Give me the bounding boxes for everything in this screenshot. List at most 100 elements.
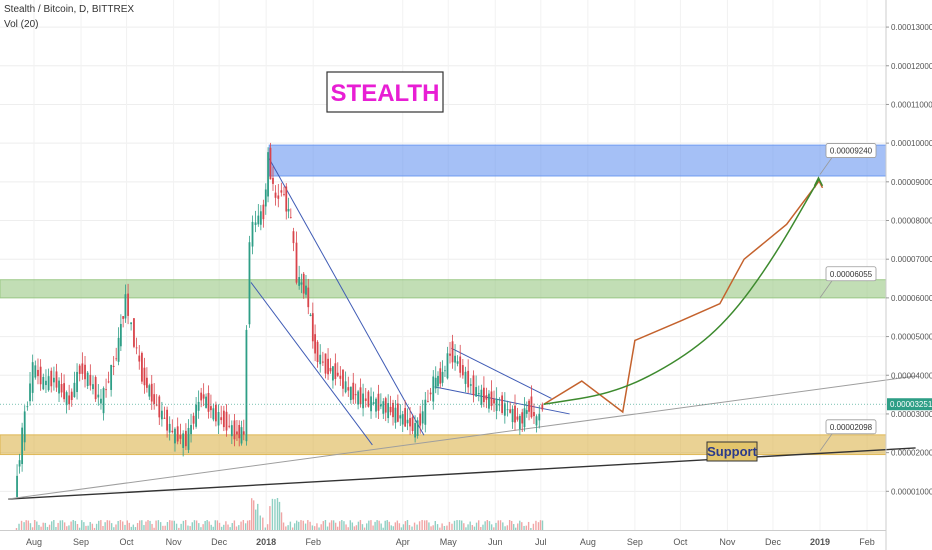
candle-body <box>467 370 470 388</box>
callout-box <box>825 266 877 282</box>
candle-body <box>459 356 462 373</box>
candle-body <box>107 381 110 383</box>
volume-bar <box>480 526 482 530</box>
volume-bar <box>106 520 109 530</box>
volume-bar <box>499 520 502 530</box>
volume-bar <box>309 521 311 530</box>
candle-body <box>55 371 58 388</box>
candle-body <box>316 341 319 363</box>
volume-bar <box>136 522 139 530</box>
volume-bar <box>34 520 36 530</box>
volume-bar <box>282 522 285 530</box>
candle-body <box>354 394 357 396</box>
candle-body <box>73 382 76 398</box>
candle-body <box>171 430 174 433</box>
volume-bar <box>374 521 376 530</box>
x-tick-label: Feb <box>859 537 875 547</box>
y-tick-label: 0.00010000 <box>891 139 932 148</box>
candle-body <box>523 408 526 428</box>
x-tick-label: Aug <box>580 537 596 547</box>
volume-bar <box>108 520 111 530</box>
volume-bar <box>250 498 253 530</box>
callout-label: 0.00006055 <box>830 270 873 279</box>
candle-body <box>200 392 203 401</box>
volume-bar <box>208 521 210 530</box>
projection-green-curve <box>543 179 820 406</box>
candle-body <box>65 392 68 406</box>
volume-bar <box>525 525 528 530</box>
volume-bar <box>187 525 189 530</box>
candle-body <box>195 404 198 427</box>
volume-bar <box>36 521 38 530</box>
volume-bar <box>227 524 229 530</box>
candle-body <box>349 386 352 401</box>
candle-body <box>421 411 424 424</box>
volume-bar <box>508 520 511 530</box>
volume-bar <box>231 523 233 530</box>
candle-body <box>269 147 272 180</box>
volume-bar <box>353 526 356 530</box>
candle-body <box>298 277 301 286</box>
projection-paths <box>543 176 824 414</box>
volume-bar <box>359 520 362 530</box>
volume-bar <box>91 523 94 530</box>
callout-pointer <box>819 280 833 298</box>
candle-body <box>464 371 467 384</box>
x-tick-label: Oct <box>120 537 135 547</box>
current-price-label: 0.00003251 <box>890 400 932 409</box>
volume-bar <box>406 520 409 530</box>
volume-bar <box>95 523 98 530</box>
candle-body <box>94 377 97 400</box>
support-label: Support <box>706 441 758 462</box>
volume-bar <box>44 522 47 530</box>
volume-bar <box>486 520 489 530</box>
y-tick-label: 0.00002000 <box>891 449 932 458</box>
candle-body <box>314 334 316 354</box>
volume-bar <box>426 520 428 530</box>
volume-bar <box>25 520 27 530</box>
volume-bar <box>202 524 204 530</box>
x-tick-label: Dec <box>765 537 782 547</box>
trend-wedge-lower-1 <box>250 282 373 446</box>
volume-bar <box>338 521 341 530</box>
volume-bar <box>38 524 40 530</box>
volume-bar <box>298 521 300 530</box>
volume-bar <box>328 522 331 530</box>
candle-body <box>541 404 544 410</box>
volume-bar <box>244 523 247 530</box>
callout-box <box>825 143 877 158</box>
volume-bar <box>400 527 403 530</box>
candle-body <box>160 410 163 420</box>
candle-body <box>444 370 446 372</box>
volume-bar <box>134 527 137 530</box>
volume-bar <box>104 522 106 530</box>
volume-bar <box>388 521 390 530</box>
candle-body <box>53 377 55 383</box>
volume-bar <box>357 521 360 530</box>
volume-bar <box>130 526 133 530</box>
candle-body <box>382 401 385 414</box>
candle-body <box>220 417 223 421</box>
volume-bar <box>48 524 51 530</box>
candle-body <box>155 404 158 406</box>
candle-body <box>424 399 427 425</box>
candle-body <box>117 337 120 362</box>
volume-bar <box>341 520 343 530</box>
volume-bar <box>460 520 463 530</box>
candle-body <box>110 364 113 390</box>
volume-bar <box>206 520 208 530</box>
candle-body <box>362 393 364 409</box>
candle-body <box>311 313 314 342</box>
volume-bar <box>50 521 53 530</box>
volume-bar <box>537 522 540 530</box>
volume-bar <box>376 520 378 530</box>
candle-body <box>427 401 429 403</box>
volume-bar <box>27 520 30 530</box>
candle-body <box>23 411 26 443</box>
candle-body <box>166 409 168 431</box>
candle-body <box>538 413 541 421</box>
volume-bar <box>446 525 448 530</box>
volume-bar <box>155 520 157 530</box>
volume-bar <box>216 520 219 530</box>
